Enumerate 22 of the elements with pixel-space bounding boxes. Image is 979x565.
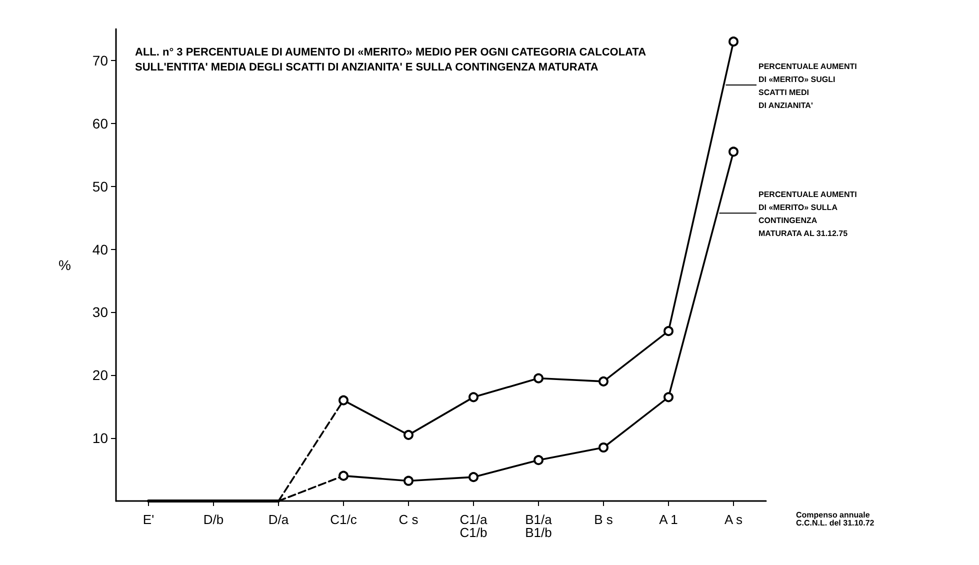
legend-label: PERCENTUALE AUMENTI DI «MERITO» SULLA CONTINGENZA MATURATA AL 31.12.75: [758, 190, 857, 238]
x-tick-label: B1/a B1/b: [525, 512, 553, 540]
y-tick-label: 60: [92, 115, 108, 132]
y-tick-label: 50: [92, 178, 108, 194]
x-axis-title: Compenso annuale C.C.N.L. del 31.10.72: [796, 510, 875, 528]
y-axis-title: %: [58, 257, 71, 273]
y-tick-label: 70: [92, 52, 108, 68]
x-tick-label: A s: [724, 512, 744, 527]
x-tick-label: A 1: [659, 512, 678, 527]
text: ALL. n° 3 PERCENTUALE DI AUMENTO DI «MERITO» MEDIO PER OGNI CATEGORIA CALCOLATA SULL'ENTITA' MEDIA DEGLI SCATTI DI ANZIANITA' E SULLA CONTINGENZA MATURATA: [135, 46, 646, 74]
y-tick-label: 30: [92, 304, 108, 320]
x-tick-label: E': [142, 512, 154, 527]
x-tick-label: D/a: [268, 512, 290, 527]
y-tick-label: 20: [92, 367, 108, 384]
legend-label: PERCENTUALE AUMENTI DI «MERITO» SUGLI SCATTI MEDI DI ANZIANITA': [758, 62, 857, 110]
x-tick-label: C1/c: [330, 512, 358, 527]
y-tick-label: 10: [92, 430, 108, 446]
x-tick-label: C1/a C1/b: [460, 512, 488, 540]
x-tick-label: B s: [594, 512, 614, 527]
y-tick-label: 40: [92, 241, 108, 258]
x-tick-label: D/b: [203, 512, 224, 527]
x-tick-label: C s: [398, 512, 419, 527]
